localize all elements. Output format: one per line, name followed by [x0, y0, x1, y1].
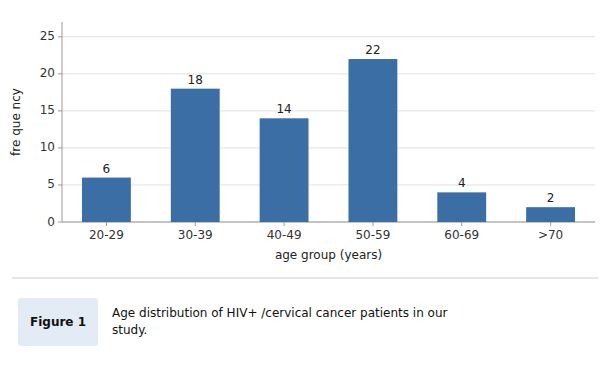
data-label: 2 — [547, 191, 555, 205]
grid-line — [62, 73, 595, 74]
y-tick — [58, 110, 62, 111]
bars — [82, 59, 575, 222]
y-tick-label: 0 — [47, 215, 55, 229]
bar — [348, 59, 397, 222]
y-axis-title: fre que ncy — [9, 88, 23, 156]
caption-separator — [12, 278, 598, 279]
grid-line — [62, 110, 595, 111]
y-tick — [58, 184, 62, 185]
grid-line — [62, 147, 595, 148]
x-tick-label: 40-49 — [267, 228, 302, 242]
y-tick — [58, 36, 62, 37]
x-tick — [195, 222, 196, 226]
y-tick-label: 5 — [47, 177, 55, 191]
data-label: 6 — [103, 162, 111, 176]
y-tick — [58, 222, 62, 223]
y-tick-label: 20 — [40, 66, 55, 80]
x-tick-label: 20-29 — [89, 228, 124, 242]
x-tick-label: 50-59 — [355, 228, 390, 242]
bar — [260, 118, 309, 222]
x-axis: 20-29 30-39 40-49 50-59 60-69 >70 — [89, 222, 563, 242]
y-tick — [58, 147, 62, 148]
grid-line — [62, 36, 595, 37]
data-labels: 6 18 14 22 4 2 — [103, 43, 555, 205]
y-tick-label: 25 — [40, 29, 55, 43]
x-tick — [461, 222, 462, 226]
bar — [82, 178, 131, 222]
grid-line — [62, 222, 595, 223]
data-label: 4 — [458, 176, 466, 190]
x-axis-line — [62, 222, 595, 223]
x-tick — [284, 222, 285, 226]
data-label: 14 — [276, 102, 291, 116]
x-axis-title: age group (years) — [275, 248, 382, 262]
x-tick — [550, 222, 551, 226]
chart-container: 0 5 10 15 20 25 6 18 14 22 4 2 20-29 30-39 40-49 50-59 6… — [0, 0, 610, 377]
grid-line — [62, 184, 595, 185]
bar — [526, 207, 575, 222]
bar — [171, 89, 220, 222]
figure-label-box — [18, 298, 98, 346]
chart-svg: 0 5 10 15 20 25 6 18 14 22 4 2 20-29 30-39 40-49 50-59 6… — [0, 0, 610, 377]
figure-caption: Age distribution of HIV+ /cervical cance… — [112, 306, 447, 337]
y-tick — [58, 73, 62, 74]
grid — [62, 37, 595, 222]
data-label: 18 — [188, 73, 203, 87]
x-tick-label: 30-39 — [178, 228, 213, 242]
bar — [437, 192, 486, 222]
figure-label: Figure 1 — [30, 315, 86, 329]
x-tick — [372, 222, 373, 226]
data-label: 22 — [365, 43, 380, 57]
x-tick-label: 60-69 — [444, 228, 479, 242]
y-tick-label: 15 — [40, 103, 55, 117]
y-axis-line — [62, 22, 63, 222]
y-axis: 0 5 10 15 20 25 — [40, 22, 62, 229]
x-tick-label: >70 — [538, 228, 563, 242]
x-tick — [106, 222, 107, 226]
y-tick-label: 10 — [40, 140, 55, 154]
